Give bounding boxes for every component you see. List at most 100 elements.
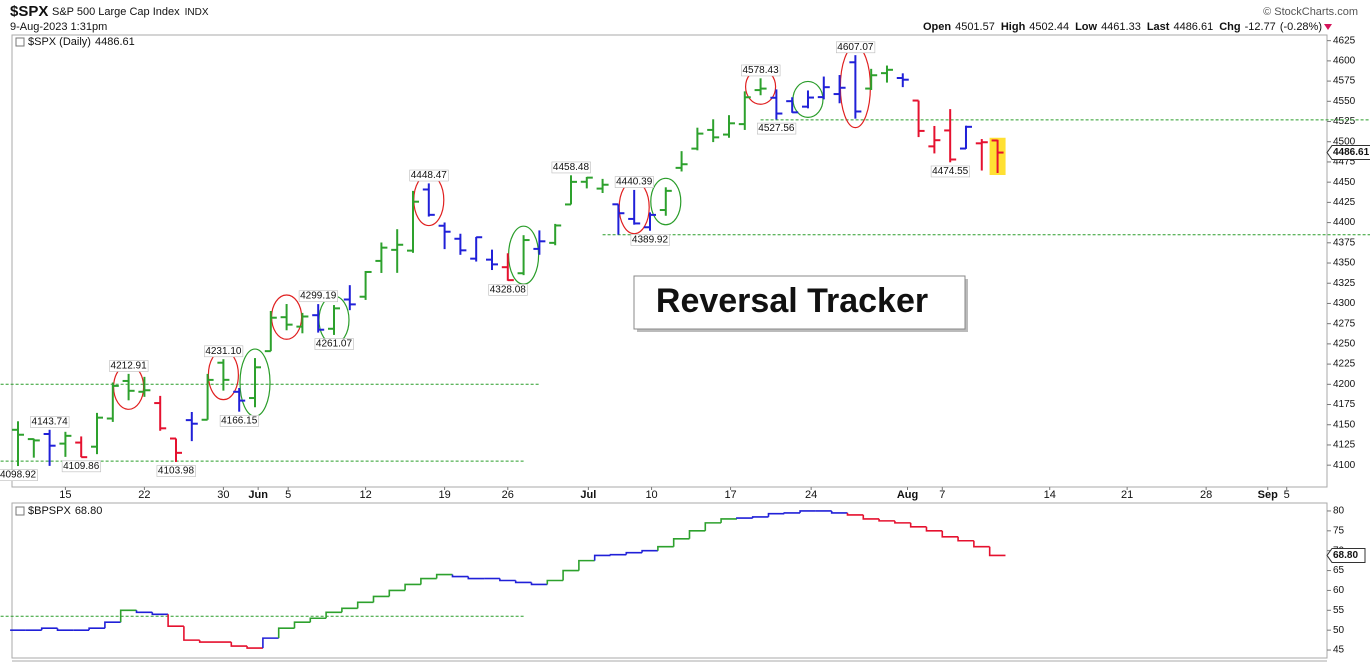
x-tick-label: 5: [1284, 489, 1290, 501]
x-tick-label: 28: [1200, 489, 1212, 501]
breadth-step: [925, 526, 943, 532]
x-tick-label: Sep: [1258, 489, 1278, 501]
breadth-step: [862, 514, 880, 520]
y-tick-label: 4125: [1333, 440, 1356, 451]
y-tick-label: 45: [1333, 645, 1345, 656]
y-tick-label: 4200: [1333, 379, 1356, 390]
price-label-bg: [836, 41, 876, 54]
legend: $BPSPX 68.80: [28, 505, 102, 517]
price-label: 4448.47: [411, 170, 448, 181]
x-tick-label: 17: [724, 489, 736, 501]
price-label: 4299.19: [300, 291, 337, 302]
price-label: 4458.48: [553, 162, 590, 173]
breadth-step: [372, 595, 390, 603]
breadth-step: [56, 628, 74, 631]
x-tick-label: 26: [502, 489, 514, 501]
breadth-step: [151, 612, 169, 616]
index-name: S&P 500 Large Cap Index INDX: [52, 6, 209, 18]
breadth-step: [909, 522, 927, 528]
breadth-step: [720, 518, 737, 523]
x-tick-label: 24: [805, 489, 817, 501]
quote-value: 4502.44: [1029, 21, 1069, 33]
subtitle: S&P 500 Large Cap Index: [52, 6, 180, 18]
x-tick-label: Jun: [248, 489, 268, 501]
breadth-step: [262, 637, 279, 649]
quote-change: -12.77: [1245, 21, 1276, 33]
price-label: 4440.39: [616, 177, 653, 188]
y-tick-label: 4150: [1333, 419, 1356, 430]
price-label-bg: [551, 161, 591, 174]
breadth-step: [230, 642, 248, 647]
quote: Open 4501.57 High 4502.44 Low 4461.33 Last 4486…: [923, 21, 1322, 33]
x-tick-label: 14: [1044, 489, 1056, 501]
reversal-circle: [650, 177, 682, 226]
x-tick-label: 22: [138, 489, 150, 501]
y-tick-label: 4325: [1333, 278, 1356, 289]
quote-change-pct: (-0.28%): [1280, 21, 1322, 33]
breadth-step: [530, 582, 548, 586]
breadth-step: [562, 569, 579, 581]
breadth-step: [88, 627, 105, 631]
breadth-step: [941, 530, 959, 538]
price-label: 4143.74: [32, 416, 69, 427]
legend-icon: [15, 37, 25, 47]
quote-label: Open: [923, 21, 951, 33]
x-tick-label: 19: [438, 489, 450, 501]
quote-value: 4486.61: [1173, 21, 1213, 33]
breadth-step: [846, 512, 864, 516]
price-label-bg: [219, 415, 260, 427]
legend-value: 4486.61: [95, 36, 135, 48]
breadth-step: [783, 512, 801, 514]
breadth-step: [957, 536, 974, 542]
price-label-bg: [757, 122, 797, 135]
price-label: 4098.92: [0, 470, 37, 481]
legend-name: $BPSPX: [28, 505, 71, 517]
last-value: 68.80: [1333, 550, 1358, 561]
breadth-step: [40, 627, 58, 631]
breadth-step: [293, 621, 311, 629]
breadth-step: [973, 540, 990, 548]
x-tick-label: 10: [645, 489, 657, 501]
breadth-step: [183, 626, 200, 641]
breadth-step: [578, 559, 595, 571]
legend: $SPX (Daily) 4486.61: [28, 36, 135, 48]
price-label: 4578.43: [743, 65, 780, 76]
down-arrow: [1324, 24, 1332, 30]
y-tick-label: 4275: [1333, 318, 1356, 329]
price-label-bg: [314, 338, 354, 350]
y-tick-label: 4100: [1333, 460, 1356, 471]
legend-icon: [15, 506, 25, 516]
x-tick-label: 15: [59, 489, 71, 501]
y-tick-label: 4400: [1333, 217, 1356, 228]
breadth-step: [609, 553, 627, 556]
y-tick-label: 4575: [1333, 76, 1356, 87]
y-tick-label: 4625: [1333, 35, 1356, 46]
price-label: 4389.92: [632, 234, 669, 245]
price-label-bg: [741, 64, 781, 77]
breadth-step: [546, 579, 564, 585]
price-label: 4527.56: [758, 123, 795, 134]
breadth-step: [104, 621, 121, 629]
x-tick-label: 7: [939, 489, 945, 501]
y-tick-label: 4375: [1333, 237, 1356, 248]
price-label: 4607.07: [837, 42, 874, 53]
x-tick-label: 30: [217, 489, 229, 501]
breadth-step: [404, 583, 421, 591]
breadth-step: [420, 577, 437, 585]
quote-value: 4461.33: [1101, 21, 1141, 33]
y-tick-label: 60: [1333, 585, 1345, 596]
y-tick-label: 4425: [1333, 197, 1356, 208]
y-tick-label: 4475: [1333, 157, 1356, 168]
last-value: 4486.61: [1333, 147, 1370, 158]
x-tick-label: Aug: [897, 489, 918, 501]
price-label: 4109.86: [63, 461, 100, 472]
x-tick-label: 5: [285, 489, 291, 501]
y-tick-label: 4300: [1333, 298, 1356, 309]
timestamp: 9-Aug-2023 1:31pm: [10, 21, 107, 33]
price-label: 4328.08: [490, 284, 527, 295]
y-tick-label: 4600: [1333, 56, 1356, 67]
breadth-step: [657, 545, 674, 551]
breadth-step: [388, 589, 406, 597]
price-panel: [11, 34, 1328, 488]
price-label-bg: [156, 465, 196, 477]
